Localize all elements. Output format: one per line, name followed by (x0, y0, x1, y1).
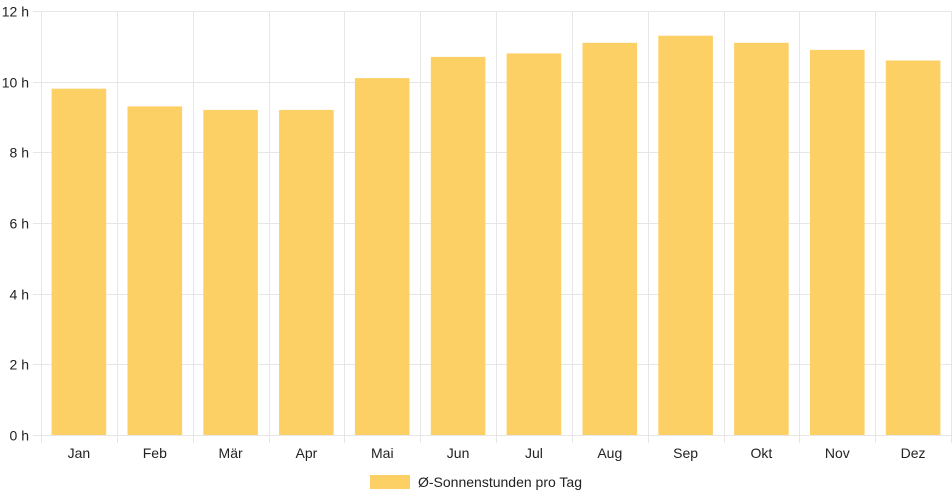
y-tick-label: 8 h (10, 145, 29, 161)
x-tick-label: Okt (751, 445, 773, 461)
bar-mai (354, 78, 410, 435)
y-tick-label: 0 h (10, 428, 29, 444)
x-tick-label: Jan (68, 445, 91, 461)
bar-jun (430, 56, 486, 436)
x-tick-label: Mär (219, 445, 243, 461)
bar-apr (279, 109, 334, 436)
y-axis-ticks: 0 h 2 h 4 h 6 h 8 h 10 h 12 h (2, 4, 29, 444)
y-tick-label: 10 h (2, 75, 29, 91)
bars (51, 35, 941, 436)
bar-feb (127, 106, 183, 436)
x-tick-label: Sep (673, 445, 698, 461)
legend-label: Ø-Sonnenstunden pro Tag (418, 474, 582, 490)
x-tick-label: Apr (296, 445, 318, 461)
x-tick-label: Mai (371, 445, 394, 461)
x-tick-label: Dez (901, 445, 926, 461)
y-tick-label: 4 h (10, 287, 29, 303)
x-tick-label: Aug (597, 445, 622, 461)
x-tick-label: Jun (447, 445, 470, 461)
x-axis-ticks: Jan Feb Mär Apr Mai Jun Jul Aug Sep Okt Nov Dez (68, 445, 926, 461)
x-tick-label: Feb (143, 445, 167, 461)
bar-jul (506, 53, 562, 436)
bar-sep (658, 35, 713, 435)
x-tick-label: Nov (825, 445, 850, 461)
bar-mär (203, 109, 258, 436)
y-tick-label: 12 h (2, 4, 29, 20)
x-tick-label: Jul (525, 445, 543, 461)
bar-okt (734, 42, 789, 436)
grid-lines (33, 11, 952, 443)
legend-swatch (370, 475, 410, 489)
y-tick-label: 6 h (10, 216, 29, 232)
bar-aug (582, 42, 638, 436)
legend[interactable]: Ø-Sonnenstunden pro Tag (370, 474, 582, 490)
bar-dez (885, 60, 941, 435)
bar-jan (51, 88, 107, 435)
bar-nov (810, 49, 865, 436)
y-tick-label: 2 h (10, 357, 29, 373)
